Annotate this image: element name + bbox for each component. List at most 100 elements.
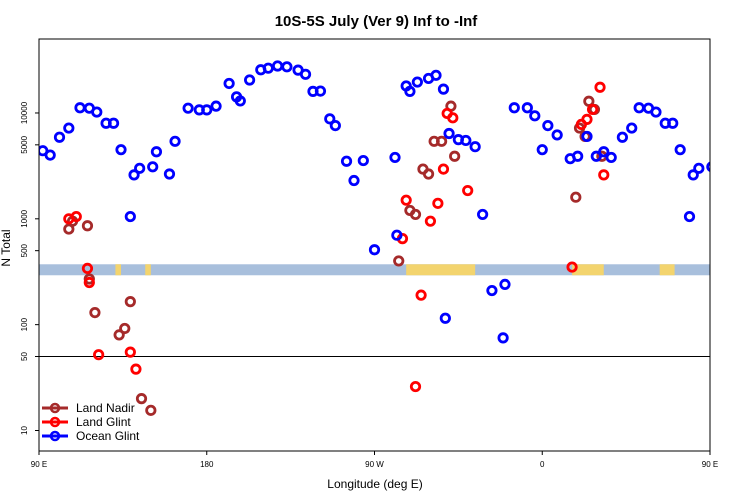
data-point-ocean-glint	[724, 170, 732, 178]
data-point-ocean-glint	[443, 127, 455, 140]
data-point-ocean-glint	[150, 146, 163, 158]
map-band-land	[572, 264, 604, 276]
data-point-ocean-glint	[244, 74, 256, 86]
data-point-ocean-glint	[687, 169, 699, 181]
x-tick-label: 180	[200, 460, 214, 469]
x-tick-label: 0	[540, 460, 545, 469]
data-point-land-nadir	[435, 135, 448, 147]
data-point-ocean-glint	[542, 119, 554, 132]
chart-title: 10S-5S July (Ver 9) Inf to -Inf	[275, 13, 479, 30]
data-point-ocean-glint	[486, 284, 498, 297]
data-point-ocean-glint	[469, 141, 481, 153]
series-land-nadir	[63, 95, 608, 416]
data-point-land-nadir	[145, 404, 157, 416]
y-tick-label: 1000	[20, 209, 29, 227]
data-point-ocean-glint	[581, 130, 593, 143]
y-tick-label: 10000	[20, 101, 29, 124]
data-point-ocean-glint	[262, 62, 274, 74]
data-point-ocean-glint	[147, 161, 159, 173]
data-point-land-glint	[581, 113, 593, 125]
data-point-land-nadir	[81, 220, 94, 232]
data-point-ocean-glint	[743, 104, 750, 112]
data-point-ocean-glint	[357, 154, 369, 167]
legend: Land Nadir Land Glint Ocean Glint	[42, 401, 140, 443]
data-point-ocean-glint	[271, 60, 284, 72]
data-point-land-nadir	[393, 255, 405, 267]
legend-label-land-glint: Land Glint	[76, 415, 131, 429]
data-point-land-glint	[566, 261, 578, 273]
data-point-ocean-glint	[650, 106, 662, 118]
data-point-ocean-glint	[389, 151, 401, 164]
data-point-land-nadir	[89, 306, 101, 319]
x-tick-label: 90 E	[31, 460, 47, 469]
data-point-land-glint	[70, 210, 82, 223]
data-point-ocean-glint	[223, 77, 235, 90]
x-tick-label: 90 W	[365, 460, 384, 469]
data-point-ocean-glint	[536, 144, 548, 156]
data-point-ocean-glint	[674, 144, 686, 156]
legend-item-ocean-glint: Ocean Glint	[42, 429, 140, 443]
y-tick-label: 500	[20, 243, 29, 257]
map-band-land	[145, 264, 151, 276]
y-tick-label: 10	[20, 425, 29, 434]
data-point-ocean-glint	[508, 102, 520, 114]
data-point-ocean-glint	[201, 104, 213, 116]
data-point-land-glint	[400, 194, 412, 206]
data-point-ocean-glint	[324, 113, 336, 125]
data-point-land-glint	[93, 349, 105, 361]
data-point-ocean-glint	[477, 208, 489, 221]
legend-item-land-glint: Land Glint	[42, 415, 131, 429]
map-band	[39, 264, 710, 276]
data-point-land-glint	[598, 169, 610, 181]
y-tick-label: 5000	[20, 135, 29, 153]
data-point-ocean-glint	[626, 122, 638, 134]
data-point-ocean-glint	[709, 151, 710, 153]
data-point-ocean-glint	[391, 229, 403, 241]
data-point-ocean-glint	[598, 146, 610, 158]
data-point-ocean-glint	[499, 278, 511, 291]
data-point-land-glint	[415, 289, 427, 301]
data-point-ocean-glint	[460, 134, 472, 147]
data-point-ocean-glint	[234, 95, 246, 107]
data-point-land-glint	[586, 103, 599, 116]
data-point-ocean-glint	[124, 210, 136, 223]
data-point-land-glint	[409, 380, 422, 393]
data-point-ocean-glint	[63, 122, 75, 134]
data-point-land-glint	[424, 215, 437, 227]
x-tick-label: 90 E	[702, 460, 718, 469]
data-point-ocean-glint	[404, 85, 416, 97]
data-point-ocean-glint	[53, 131, 66, 143]
data-point-ocean-glint	[91, 106, 103, 118]
data-point-ocean-glint	[74, 102, 86, 114]
data-point-land-glint	[447, 112, 459, 124]
data-point-land-glint	[437, 163, 450, 175]
data-point-ocean-glint	[314, 85, 327, 97]
data-point-ocean-glint	[115, 144, 127, 156]
y-tick-label: 100	[20, 317, 29, 331]
data-point-land-nadir	[113, 329, 125, 341]
data-point-land-glint	[594, 81, 606, 93]
data-point-ocean-glint	[730, 137, 738, 145]
data-point-ocean-glint	[529, 110, 541, 122]
data-point-ocean-glint	[572, 150, 584, 162]
data-point-ocean-glint	[437, 83, 450, 95]
data-point-land-nadir	[119, 322, 131, 335]
data-point-ocean-glint	[497, 332, 509, 344]
data-point-land-nadir	[409, 208, 422, 221]
data-point-ocean-glint	[163, 168, 176, 180]
data-point-land-glint	[130, 363, 142, 375]
legend-label-ocean-glint: Ocean Glint	[76, 429, 140, 443]
x-axis-label: Longitude (deg E)	[327, 477, 422, 491]
legend-label-land-nadir: Land Nadir	[76, 401, 135, 415]
data-point-ocean-glint	[281, 61, 293, 73]
data-point-land-glint	[432, 197, 444, 209]
data-point-ocean-glint	[340, 155, 353, 167]
data-point-land-nadir	[570, 191, 582, 203]
data-point-ocean-glint	[605, 151, 617, 164]
data-point-ocean-glint	[44, 149, 56, 161]
plot-area	[38, 38, 750, 452]
data-point-ocean-glint	[411, 76, 423, 88]
data-point-land-glint	[83, 276, 95, 289]
y-tick-label: 50	[20, 352, 29, 361]
